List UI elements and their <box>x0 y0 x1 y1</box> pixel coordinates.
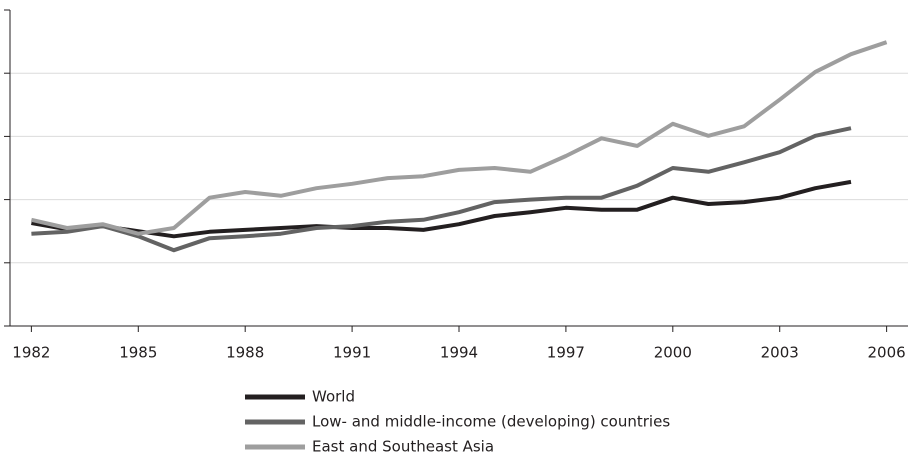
x-tick-label: 1982 <box>12 344 50 362</box>
x-tick-label: 1988 <box>226 344 264 362</box>
series-line <box>31 126 852 253</box>
series-line <box>30 40 888 236</box>
legend-label: World <box>312 388 355 406</box>
legend-label: Low- and middle-income (developing) coun… <box>312 413 670 431</box>
x-tick-label: 2000 <box>654 344 692 362</box>
legend-label: East and Southeast Asia <box>312 438 494 456</box>
x-tick-label: 2006 <box>868 344 906 362</box>
x-tick-label: 2003 <box>761 344 799 362</box>
x-tick-label: 1997 <box>547 344 585 362</box>
x-tick-label: 1994 <box>440 344 478 362</box>
x-tick-label: 1991 <box>333 344 371 362</box>
series-line <box>31 179 852 239</box>
x-tick-label: 1985 <box>119 344 157 362</box>
